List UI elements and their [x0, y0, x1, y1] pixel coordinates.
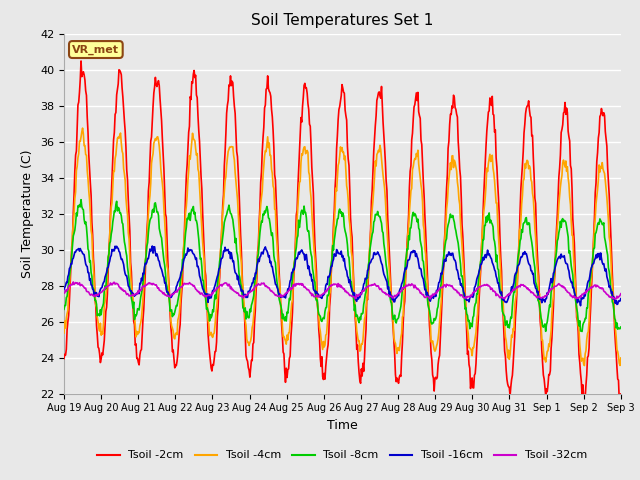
Y-axis label: Soil Temperature (C): Soil Temperature (C)	[22, 149, 35, 278]
Legend: Tsoil -2cm, Tsoil -4cm, Tsoil -8cm, Tsoil -16cm, Tsoil -32cm: Tsoil -2cm, Tsoil -4cm, Tsoil -8cm, Tsoi…	[93, 446, 592, 465]
Text: VR_met: VR_met	[72, 44, 119, 55]
X-axis label: Time: Time	[327, 419, 358, 432]
Title: Soil Temperatures Set 1: Soil Temperatures Set 1	[252, 13, 433, 28]
